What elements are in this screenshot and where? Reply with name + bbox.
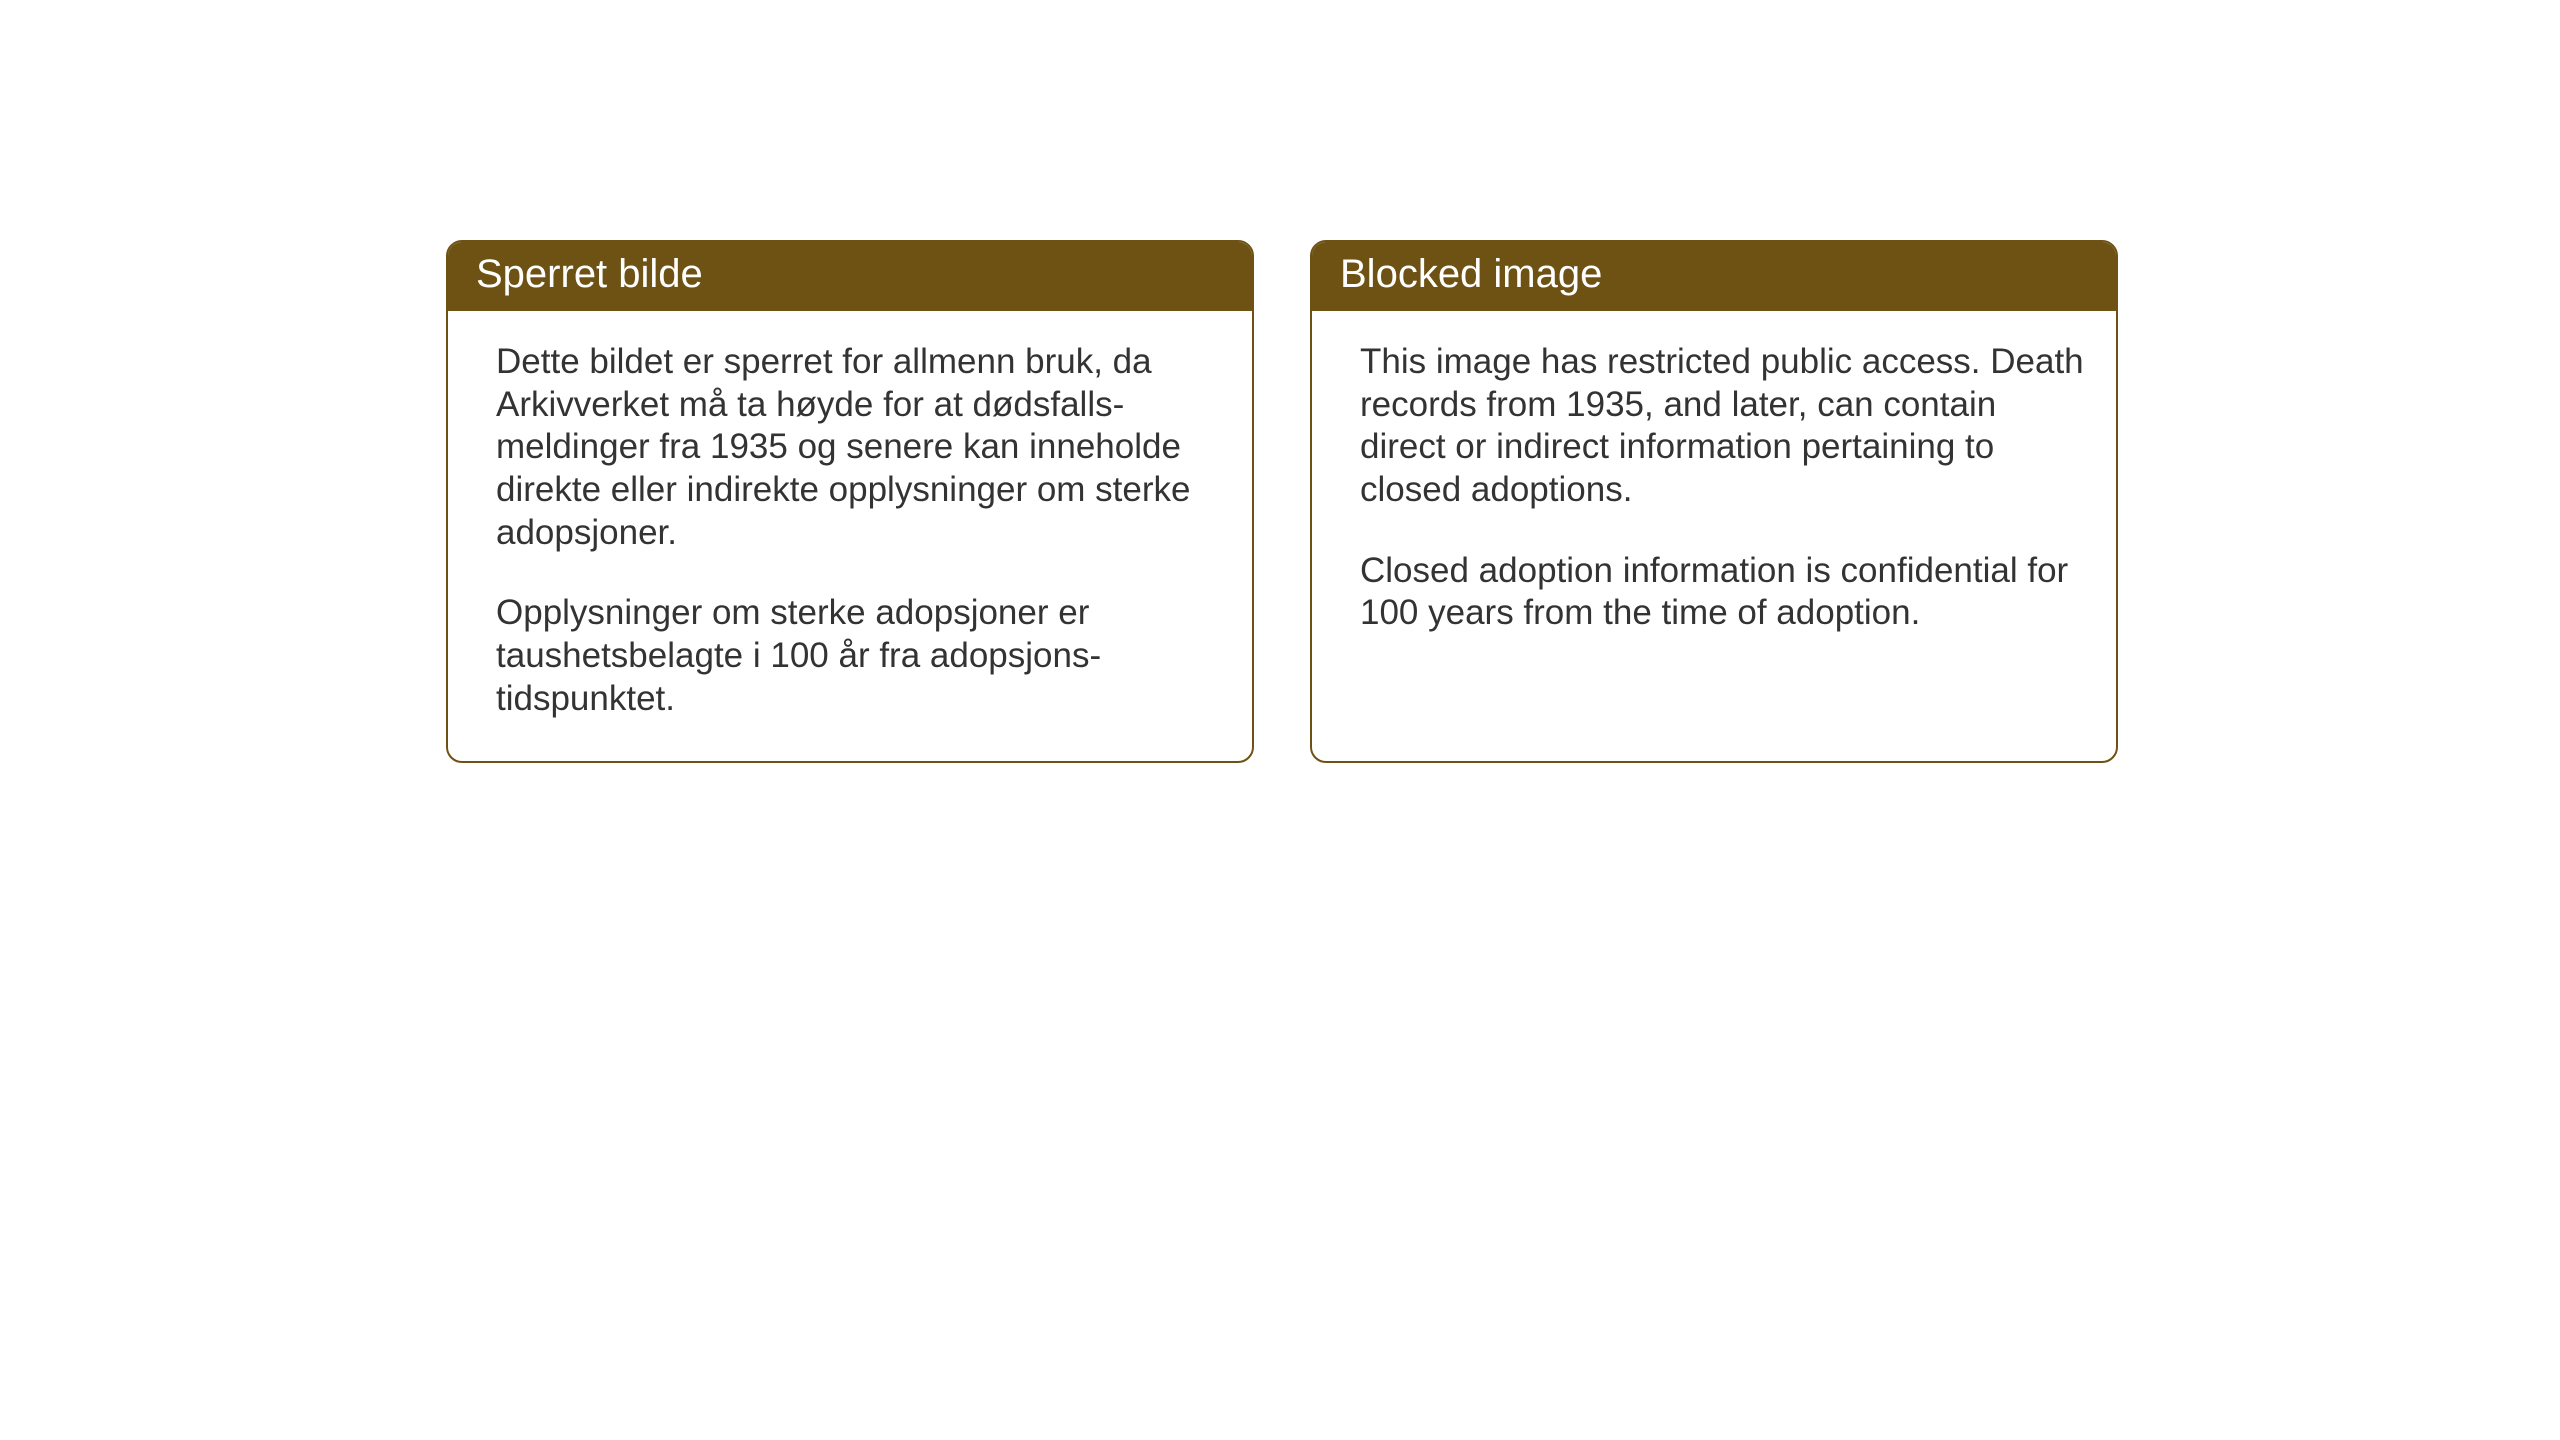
english-paragraph-2: Closed adoption information is confident…: [1360, 550, 2088, 635]
norwegian-paragraph-2: Opplysninger om sterke adopsjoner er tau…: [496, 592, 1224, 720]
english-card-title: Blocked image: [1312, 242, 2116, 311]
norwegian-card-title: Sperret bilde: [448, 242, 1252, 311]
norwegian-paragraph-1: Dette bildet er sperret for allmenn bruk…: [496, 341, 1224, 554]
english-notice-card: Blocked image This image has restricted …: [1310, 240, 2118, 763]
norwegian-card-body: Dette bildet er sperret for allmenn bruk…: [448, 311, 1252, 761]
norwegian-notice-card: Sperret bilde Dette bildet er sperret fo…: [446, 240, 1254, 763]
english-card-body: This image has restricted public access.…: [1312, 311, 2116, 675]
cards-container: Sperret bilde Dette bildet er sperret fo…: [0, 0, 2560, 763]
english-paragraph-1: This image has restricted public access.…: [1360, 341, 2088, 512]
